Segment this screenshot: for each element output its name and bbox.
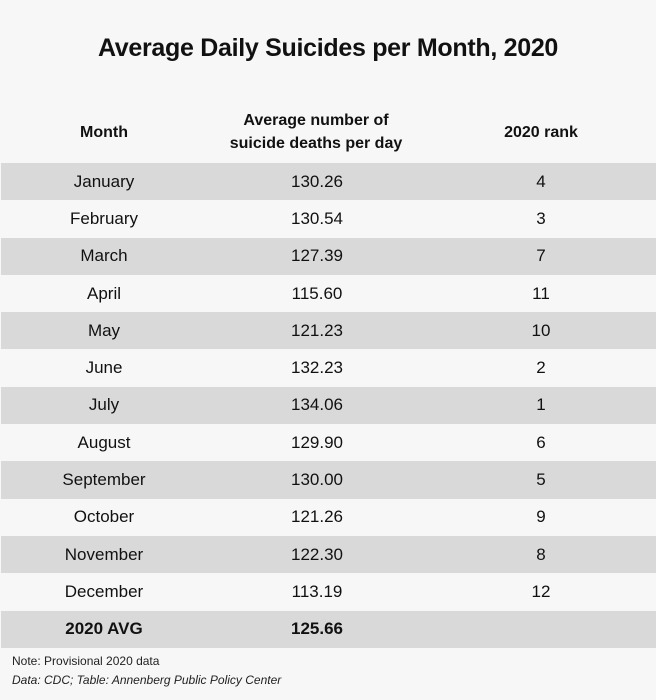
rank-cell: 1 [536, 395, 546, 415]
month-cell: August [77, 432, 131, 452]
table-row: July 134.06 1 [1, 386, 656, 425]
column-header-month: Month [80, 123, 128, 141]
month-cell: June [85, 358, 123, 378]
table-row: February 130.54 3 [1, 200, 656, 238]
rank-cell: 12 [531, 581, 551, 601]
table-row: April 115.60 11 [1, 274, 656, 313]
source-text: Data: CDC; Table: Annenberg Public Polic… [12, 673, 282, 687]
average-cell: 125.66 [291, 619, 343, 639]
table-row: March 127.39 7 [1, 237, 656, 275]
table-title: Average Daily Suicides per Month, 2020 [97, 34, 559, 62]
month-cell: May [87, 320, 121, 340]
average-cell: 130.00 [291, 470, 343, 490]
month-cell: February [69, 208, 139, 228]
rank-cell: 2 [536, 358, 546, 378]
rank-cell: 9 [536, 507, 546, 527]
average-cell: 115.60 [291, 283, 343, 303]
average-cell: 113.19 [291, 581, 343, 601]
average-cell: 134.06 [291, 395, 343, 415]
rank-cell: 7 [536, 246, 546, 266]
rank-cell: 11 [532, 283, 550, 303]
average-cell: 129.90 [291, 432, 343, 452]
table-row: January 130.26 4 [1, 163, 656, 201]
average-cell: 130.26 [291, 171, 343, 191]
month-cell: October [73, 507, 135, 527]
average-cell: 121.23 [291, 320, 343, 340]
average-cell: 127.39 [291, 246, 343, 266]
column-header-rank: 2020 rank [504, 123, 578, 141]
rank-cell: 3 [536, 208, 546, 228]
table-row: September 130.00 5 [1, 461, 656, 499]
table-row: August 129.90 6 [1, 424, 656, 462]
rank-cell: 10 [531, 320, 551, 340]
note-text: Note: Provisional 2020 data [12, 654, 160, 668]
total-row: 2020 AVG 125.66 [1, 610, 656, 648]
average-cell: 121.26 [291, 507, 343, 527]
month-cell: July [88, 395, 120, 415]
table-row: December 113.19 12 [1, 573, 656, 611]
month-cell: December [64, 581, 144, 601]
column-header-average: Average number of suicide deaths per day [229, 112, 403, 152]
rank-cell: 4 [536, 171, 546, 191]
table-body: January 130.26 4 February 130.54 3 March 127.39… [1, 163, 656, 648]
table-row: May 121.23 10 [1, 312, 656, 350]
table-row: June 132.23 2 [1, 349, 656, 387]
month-cell: 2020 AVG [65, 619, 143, 639]
average-cell: 132.23 [291, 358, 343, 378]
rank-cell: 6 [536, 432, 546, 452]
month-cell: March [80, 246, 128, 266]
month-cell: January [73, 171, 135, 191]
rank-cell: 8 [536, 544, 546, 564]
table-row: November 122.30 8 [1, 535, 656, 574]
table-row: October 121.26 9 [1, 498, 656, 536]
month-cell: November [64, 544, 144, 564]
rank-cell: 5 [536, 470, 546, 490]
average-cell: 130.54 [291, 208, 343, 228]
month-cell: April [86, 283, 121, 303]
month-cell: September [62, 470, 146, 490]
average-cell: 122.30 [291, 544, 343, 564]
